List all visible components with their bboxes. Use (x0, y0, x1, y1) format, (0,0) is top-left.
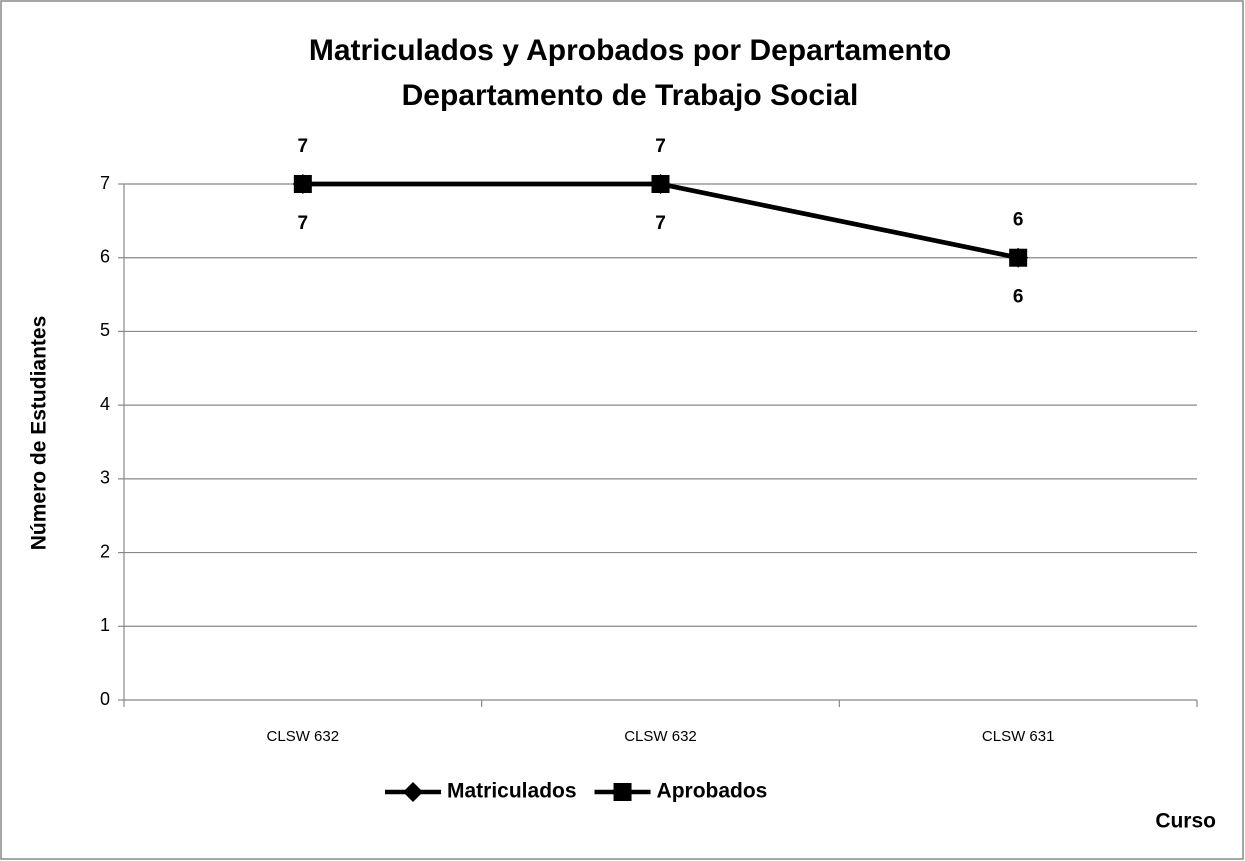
data-label: 7 (655, 213, 666, 234)
data-label: 7 (298, 136, 309, 157)
x-tick-label: CLSW 632 (624, 728, 697, 745)
x-tick-label: CLSW 632 (267, 728, 340, 745)
y-tick-label: 1 (100, 615, 110, 635)
legend-label: Matriculados (447, 780, 577, 803)
chart-title: Matriculados y Aprobados por Departament… (309, 34, 951, 67)
y-axis-title: Número de Estudiantes (28, 316, 51, 551)
chart-subtitle: Departamento de Trabajo Social (402, 79, 859, 112)
data-point (1009, 248, 1028, 267)
data-label: 7 (298, 213, 309, 234)
x-axis-title: Curso (1155, 810, 1216, 833)
data-label: 6 (1013, 210, 1024, 231)
y-tick-label: 5 (100, 320, 110, 340)
x-tick-label: CLSW 631 (982, 728, 1055, 745)
legend-marker (403, 782, 423, 802)
data-label: 6 (1013, 287, 1024, 308)
y-tick-label: 0 (100, 689, 110, 709)
data-label: 7 (655, 136, 666, 157)
legend-label: Aprobados (657, 780, 768, 803)
data-point (651, 175, 670, 193)
y-tick-label: 2 (100, 541, 110, 561)
legend-marker (613, 783, 632, 801)
data-point (293, 175, 312, 193)
y-tick-label: 3 (100, 468, 110, 488)
y-tick-label: 6 (100, 246, 110, 266)
y-tick-label: 4 (100, 394, 110, 414)
y-tick-label: 7 (100, 173, 110, 193)
